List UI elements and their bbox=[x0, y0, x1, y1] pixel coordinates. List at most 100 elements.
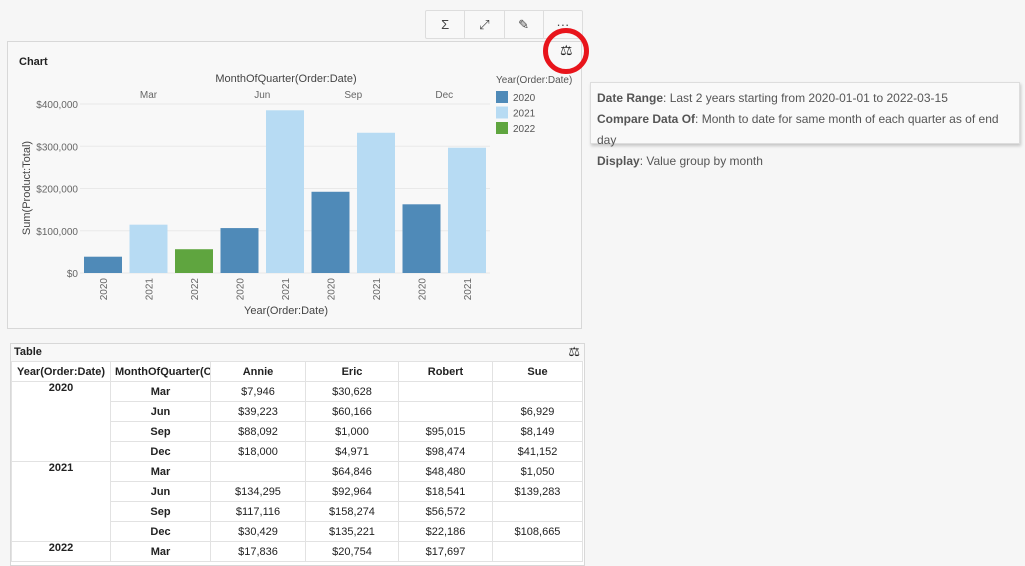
month-label: Mar bbox=[140, 90, 158, 101]
bar-Mar-2021[interactable] bbox=[129, 224, 168, 273]
value-cell: $41,152 bbox=[492, 441, 583, 462]
value-cell: $48,480 bbox=[398, 461, 493, 482]
month-cell: Mar bbox=[110, 541, 211, 562]
y-tick-label: $300,000 bbox=[36, 142, 78, 153]
table-row: 2020 Mar $7,946 $30,628 bbox=[11, 381, 583, 462]
x-tick-label: 2021 bbox=[281, 278, 292, 301]
y-tick-label: $100,000 bbox=[36, 227, 78, 238]
value-cell bbox=[492, 541, 583, 562]
bar-Sep-2020[interactable] bbox=[311, 191, 350, 273]
bar-chart: $0 $100,000 $200,000 $300,000 $400,000 2020 20… bbox=[21, 73, 572, 317]
x-axis-title: Year(Order:Date) bbox=[244, 305, 328, 317]
tooltip-value: : Last 2 years starting from 2020-01-01 … bbox=[663, 91, 948, 105]
y-tick-label: $0 bbox=[67, 269, 79, 280]
top-axis-title: MonthOfQuarter(Order:Date) bbox=[215, 73, 356, 85]
value-cell: $4,971 bbox=[305, 441, 399, 462]
x-tick-label: 2020 bbox=[236, 278, 247, 301]
expand-icon: ⤢ bbox=[479, 16, 490, 32]
value-cell: $20,754 bbox=[305, 541, 399, 562]
value-cell: $30,429 bbox=[210, 521, 306, 542]
month-cell: Sep bbox=[110, 421, 211, 442]
table-title: Table bbox=[14, 346, 42, 358]
value-cell: $92,964 bbox=[305, 481, 399, 502]
value-cell: $98,474 bbox=[398, 441, 493, 462]
tooltip-key: Compare Data Of bbox=[597, 112, 696, 126]
bar-Mar-2022[interactable] bbox=[175, 249, 213, 273]
value-cell: $139,283 bbox=[492, 481, 583, 502]
legend-title: Year(Order:Date) bbox=[496, 75, 572, 86]
tooltip-value: : Value group by month bbox=[639, 154, 763, 168]
bar-Dec-2020[interactable] bbox=[402, 204, 441, 273]
edit-button[interactable]: ✎ bbox=[505, 11, 544, 38]
x-tick-label: 2021 bbox=[372, 278, 383, 301]
legend-label[interactable]: 2022 bbox=[513, 124, 536, 135]
month-cell: Jun bbox=[110, 401, 211, 422]
legend-label[interactable]: 2020 bbox=[513, 93, 536, 104]
column-header[interactable]: Annie bbox=[210, 361, 306, 382]
value-cell: $1,050 bbox=[492, 461, 583, 482]
month-cell: Dec bbox=[110, 441, 211, 462]
value-cell: $88,092 bbox=[210, 421, 306, 442]
value-cell: $60,166 bbox=[305, 401, 399, 422]
tooltip-key: Display bbox=[597, 154, 640, 168]
table-row: 2022 Mar $17,836 $20,754 $17,697 bbox=[11, 541, 583, 562]
value-cell bbox=[398, 401, 493, 422]
bar-Jun-2020[interactable] bbox=[220, 228, 259, 273]
bar-Sep-2021[interactable] bbox=[357, 132, 395, 273]
tooltip-line: Date Range: Last 2 years starting from 2… bbox=[597, 88, 1013, 109]
value-cell bbox=[492, 381, 583, 402]
column-header[interactable]: Robert bbox=[398, 361, 493, 382]
value-cell: $30,628 bbox=[305, 381, 399, 402]
scales-icon[interactable]: ⚖ bbox=[568, 344, 580, 359]
table-row: Jun $134,295 $92,964 $18,541 $139,283 bbox=[12, 481, 583, 502]
value-cell bbox=[492, 501, 583, 522]
x-tick-label: 2020 bbox=[99, 278, 110, 301]
column-header[interactable]: MonthOfQuarter(Or bbox=[110, 361, 211, 382]
tooltip-value: : Month to date for same month of each q… bbox=[597, 112, 999, 147]
legend-label[interactable]: 2021 bbox=[513, 109, 536, 120]
formula-button[interactable]: Σ bbox=[426, 11, 466, 38]
y-tick-label: $400,000 bbox=[36, 100, 78, 111]
month-cell: Mar bbox=[110, 461, 211, 482]
value-cell: $117,116 bbox=[210, 501, 306, 522]
table-row: Dec $30,429 $135,221 $22,186 $108,665 bbox=[12, 521, 583, 542]
expand-button[interactable]: ⤢ bbox=[465, 11, 505, 38]
value-cell: $1,000 bbox=[305, 421, 399, 442]
column-header[interactable]: Sue bbox=[492, 361, 583, 382]
highlight-ring bbox=[543, 28, 589, 74]
legend-swatch[interactable] bbox=[496, 91, 508, 103]
compare-tooltip: Date Range: Last 2 years starting from 2… bbox=[590, 82, 1020, 168]
table-row: 2021 Mar $64,846 $48,480 $1,050 bbox=[11, 461, 583, 542]
month-cell: Sep bbox=[110, 501, 211, 522]
month-cell: Jun bbox=[110, 481, 211, 502]
edit-icon: ✎ bbox=[518, 16, 530, 32]
column-header[interactable]: Year(Order:Date) bbox=[11, 361, 111, 382]
crosstab-table: Year(Order:Date) MonthOfQuarter(Or Annie Er… bbox=[11, 361, 583, 562]
legend-swatch[interactable] bbox=[496, 106, 508, 119]
chart-title: Chart bbox=[19, 56, 48, 68]
year-cell: 2022 bbox=[11, 541, 111, 562]
month-label: Sep bbox=[344, 90, 362, 101]
bar-Mar-2020[interactable] bbox=[84, 256, 122, 273]
legend-swatch[interactable] bbox=[496, 122, 508, 134]
bar-Dec-2021[interactable] bbox=[448, 147, 486, 273]
month-label: Jun bbox=[254, 90, 270, 101]
tooltip-line: Compare Data Of: Month to date for same … bbox=[597, 109, 1013, 151]
value-cell bbox=[210, 461, 306, 482]
value-cell: $39,223 bbox=[210, 401, 306, 422]
x-tick-label: 2022 bbox=[190, 278, 201, 301]
value-cell: $6,929 bbox=[492, 401, 583, 422]
value-cell: $158,274 bbox=[305, 501, 399, 522]
tooltip-key: Date Range bbox=[597, 91, 664, 105]
x-tick-label: 2021 bbox=[145, 278, 156, 301]
value-cell: $56,572 bbox=[398, 501, 493, 522]
value-cell: $22,186 bbox=[398, 521, 493, 542]
value-cell: $18,000 bbox=[210, 441, 306, 462]
value-cell: $134,295 bbox=[210, 481, 306, 502]
bar-Jun-2021[interactable] bbox=[266, 110, 304, 273]
value-cell: $8,149 bbox=[492, 421, 583, 442]
column-header[interactable]: Eric bbox=[305, 361, 399, 382]
value-cell: $7,946 bbox=[210, 381, 306, 402]
table-panel: Table ⚖ Year(Order:Date) MonthOfQuarter(O… bbox=[10, 343, 585, 566]
value-cell: $95,015 bbox=[398, 421, 493, 442]
